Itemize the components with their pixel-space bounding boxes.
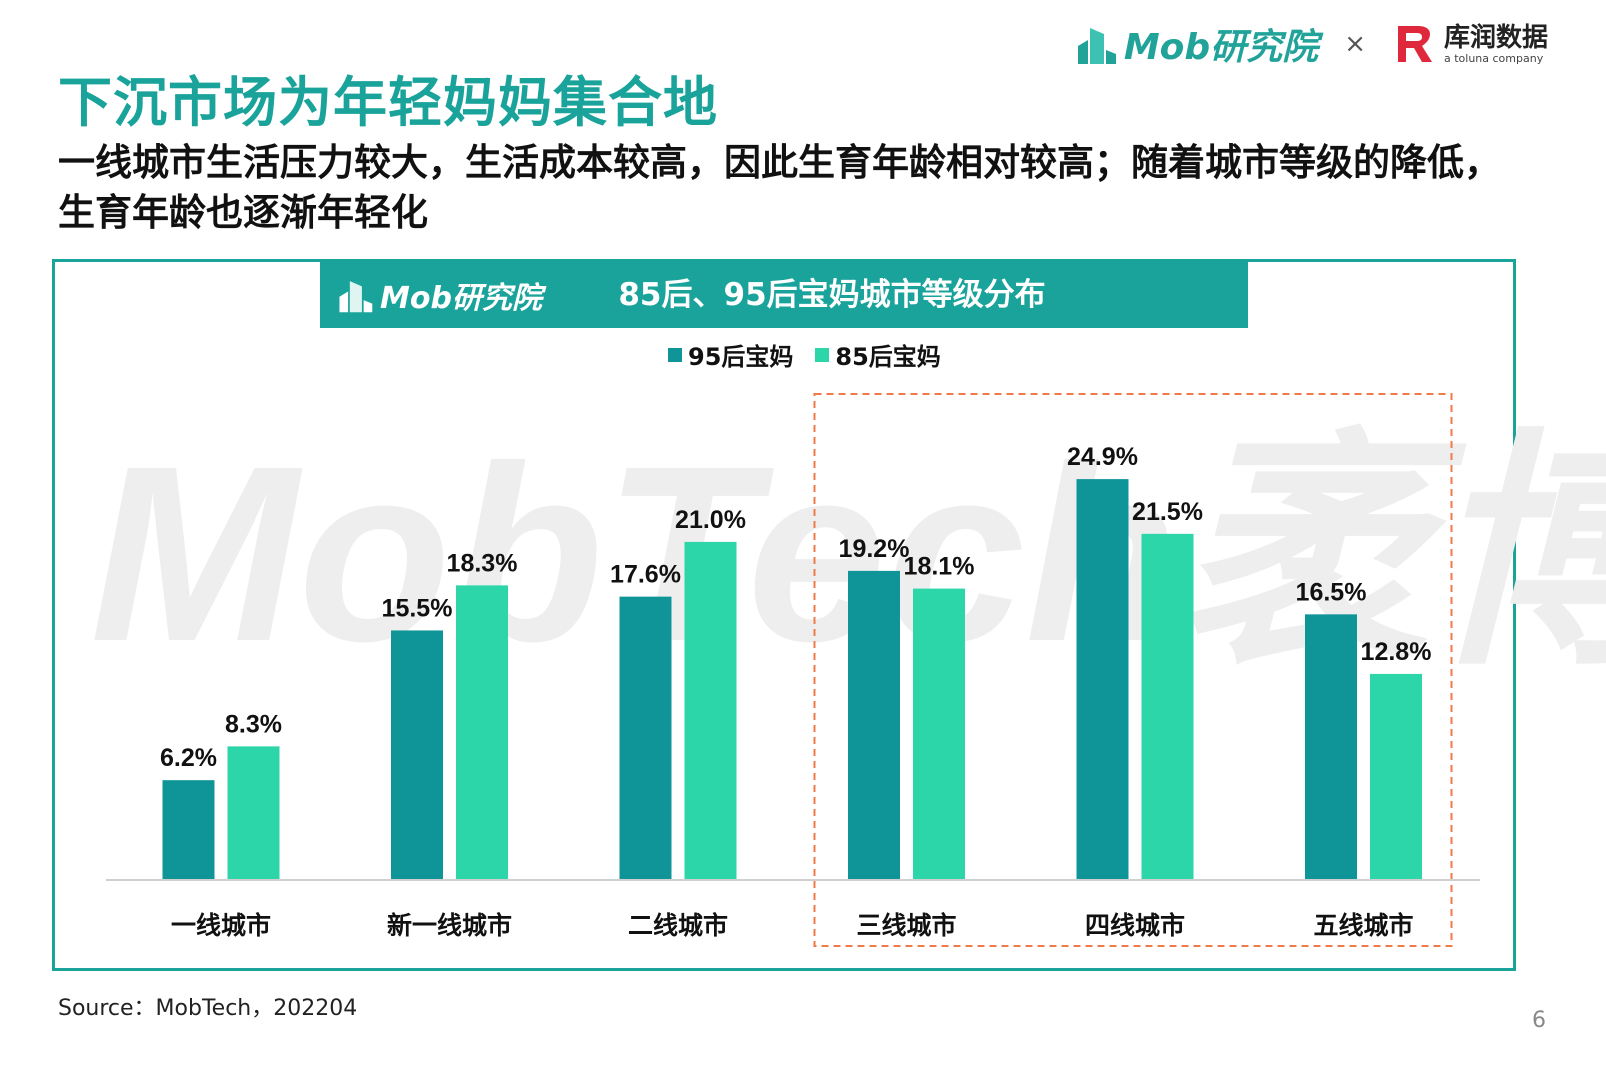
chart-banner: Mob研究院 85后、95后宝妈城市等级分布 <box>320 262 1248 328</box>
x-tick-label-3: 三线城市 <box>856 911 956 940</box>
banner-mob-logo: Mob研究院 <box>336 273 542 317</box>
data-label-85-4: 21.5% <box>1132 498 1203 526</box>
data-label-85-2: 21.0% <box>675 506 746 534</box>
x-tick-label-0: 一线城市 <box>171 911 271 940</box>
x-tick-label-1: 新一线城市 <box>387 911 512 940</box>
bar-85-1 <box>456 585 508 880</box>
mob-logo: Mob研究院 <box>1074 18 1318 70</box>
data-label-95-2: 17.6% <box>610 561 681 589</box>
bar-95-4 <box>1076 479 1129 880</box>
page-subtitle: 一线城市生活压力较大，生活成本较高，因此生育年龄相对较高；随着城市等级的降低，生… <box>58 141 1501 234</box>
bar-85-2 <box>684 541 737 880</box>
data-label-85-3: 18.1% <box>904 553 975 581</box>
kurun-logo: 库润数据 a toluna company <box>1392 22 1548 66</box>
kurun-r-icon <box>1397 26 1432 62</box>
source-note: Source：MobTech，202204 <box>58 996 358 1021</box>
data-label-95-3: 19.2% <box>839 535 910 563</box>
legend-label-85: 85后宝妈 <box>835 343 941 371</box>
page-title: 下沉市场为年轻妈妈集合地 <box>58 71 718 134</box>
brand-logos: Mob研究院 × 库润数据 a toluna company <box>1074 14 1548 74</box>
bar-95-2 <box>619 596 672 880</box>
bar-85-3 <box>913 588 965 880</box>
kurun-tagline: a toluna company <box>1443 51 1544 65</box>
bar-95-5 <box>1305 614 1357 880</box>
banner-mob-building-icon <box>339 281 373 313</box>
bar-85-5 <box>1370 673 1422 880</box>
bar-95-1 <box>391 630 443 880</box>
data-label-85-0: 8.3% <box>225 710 282 738</box>
data-label-95-5: 16.5% <box>1296 578 1367 606</box>
x-tick-label-5: 五线城市 <box>1313 911 1413 940</box>
legend-label-95: 95后宝妈 <box>688 343 794 371</box>
legend-item-95: 95后宝妈 <box>668 337 793 372</box>
page-number: 6 <box>1532 1008 1546 1033</box>
x-tick-label-4: 四线城市 <box>1085 911 1185 940</box>
data-label-95-0: 6.2% <box>160 744 217 772</box>
banner-mob-text: Mob研究院 <box>380 281 542 316</box>
bar-85-4 <box>1141 533 1194 880</box>
data-label-85-1: 18.3% <box>447 549 518 577</box>
bar-95-0 <box>162 780 215 880</box>
bar-95-3 <box>848 570 900 880</box>
chart-frame <box>52 259 1516 971</box>
mob-logo-text: Mob研究院 <box>1123 27 1319 68</box>
legend-swatch-85 <box>815 347 830 362</box>
bar-85-0 <box>227 746 280 880</box>
highlight-box <box>813 393 1453 947</box>
chart-legend: 95后宝妈 85后宝妈 <box>668 337 963 372</box>
mob-building-icon <box>1077 28 1116 64</box>
data-label-85-5: 12.8% <box>1361 638 1432 666</box>
data-label-95-4: 24.9% <box>1067 443 1138 471</box>
kurun-name: 库润数据 <box>1443 22 1548 53</box>
legend-item-85: 85后宝妈 <box>815 337 941 372</box>
times-sign: × <box>1344 29 1366 59</box>
x-tick-label-2: 二线城市 <box>628 911 728 940</box>
data-label-95-1: 15.5% <box>382 594 453 622</box>
legend-swatch-95 <box>668 347 682 362</box>
